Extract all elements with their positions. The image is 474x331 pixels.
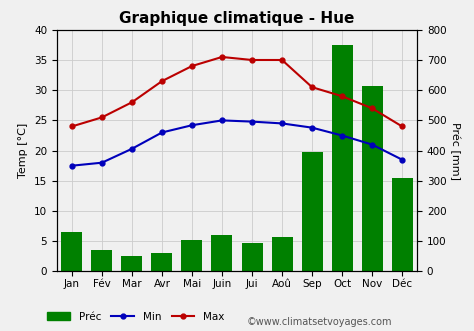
Bar — [272, 237, 292, 271]
Bar — [62, 232, 82, 271]
Bar — [151, 253, 173, 271]
Bar — [362, 86, 383, 271]
Bar — [392, 178, 412, 271]
Legend: Préc, Min, Max: Préc, Min, Max — [43, 307, 228, 326]
Bar — [121, 256, 142, 271]
Text: ©www.climatsetvoyages.com: ©www.climatsetvoyages.com — [246, 317, 392, 327]
Title: Graphique climatique - Hue: Graphique climatique - Hue — [119, 11, 355, 26]
Bar — [211, 235, 232, 271]
Bar — [182, 240, 202, 271]
Bar — [241, 243, 263, 271]
Bar — [331, 45, 353, 271]
Bar — [91, 250, 112, 271]
Y-axis label: Temp [°C]: Temp [°C] — [18, 123, 28, 178]
Y-axis label: Préc [mm]: Préc [mm] — [450, 121, 460, 180]
Bar — [301, 152, 322, 271]
